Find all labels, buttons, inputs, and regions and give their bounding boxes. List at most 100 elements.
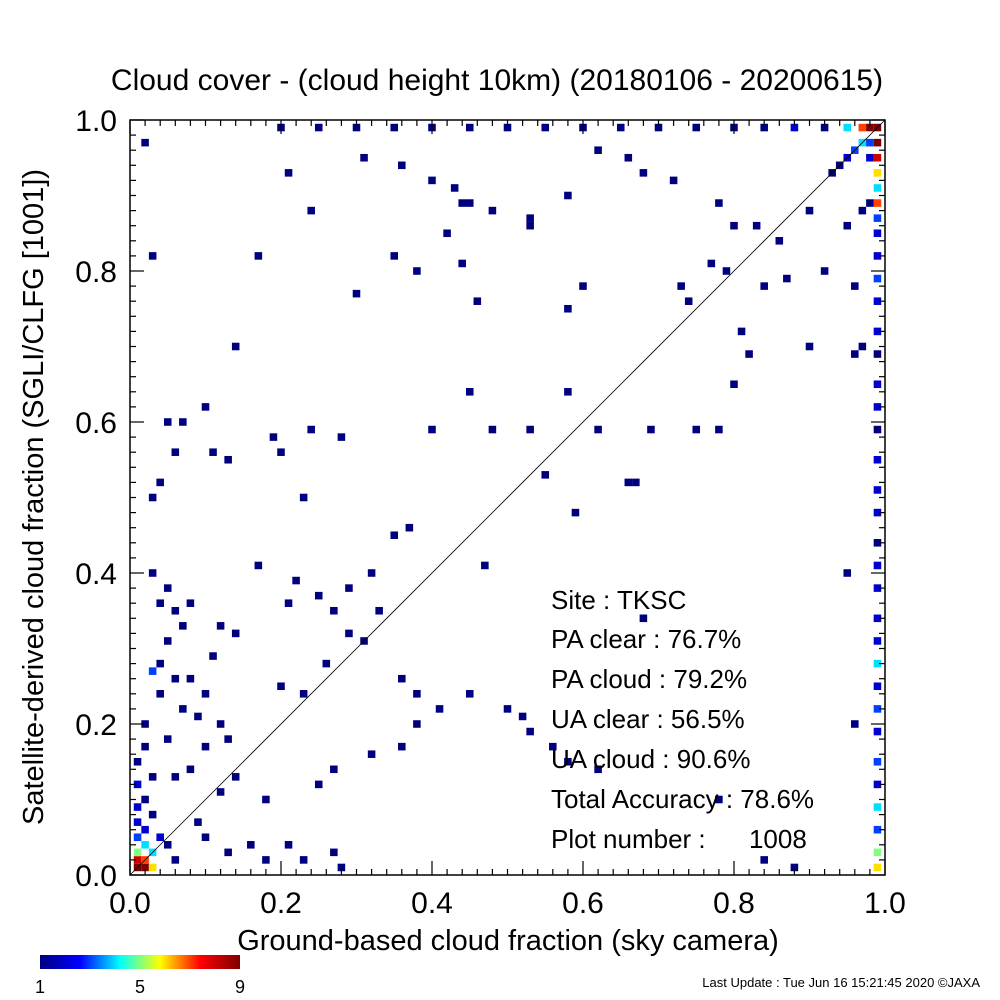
heatmap-cell-222: [715, 795, 723, 804]
x-axis-label: Ground-based cloud fraction (sky camera): [237, 925, 779, 957]
heatmap-cell-79: [163, 841, 172, 849]
heatmap-cell-147: [390, 252, 399, 260]
heatmap-cell-167: [171, 606, 180, 615]
heatmap-cell-182: [216, 720, 225, 728]
y-tick-labels: 0.0 0.2 0.4 0.6 0.8 1.0: [75, 105, 117, 893]
heatmap-cell-29: [873, 297, 882, 305]
stat-site: Site : TKSC: [551, 585, 686, 615]
heatmap-cell-186: [141, 720, 149, 728]
colorbar: [40, 955, 240, 969]
heatmap-cell-180: [179, 705, 187, 713]
heatmap-cell-70: [133, 818, 142, 826]
heatmap-cell-223: [760, 856, 768, 864]
heatmap-cell-211: [413, 690, 421, 698]
heatmap-cell-35: [873, 455, 882, 464]
stat-total-accuracy: Total Accuracy : 78.6%: [551, 784, 814, 814]
heatmap-cell-72: [133, 803, 142, 811]
heatmap-cell-16: [843, 123, 852, 132]
heatmap-cell-149: [443, 229, 451, 238]
y-tick-label-2: 0.4: [75, 558, 117, 591]
heatmap-cell-81: [231, 342, 240, 351]
heatmap-cell-15: [820, 123, 829, 132]
plot-frame: [129, 119, 886, 876]
heatmap-cell-116: [730, 380, 738, 389]
x-tick-label-4: 0.8: [713, 887, 755, 920]
heatmap-cell-88: [148, 493, 157, 502]
heatmap-cell-125: [360, 153, 368, 162]
heatmap-cell-32: [873, 380, 882, 389]
heatmap-cell-43: [873, 659, 882, 668]
heatmap-cell-123: [307, 206, 315, 215]
heatmap-cell-101: [390, 531, 399, 540]
heatmap-cell-20: [873, 138, 882, 147]
heatmap-cell-145: [866, 199, 874, 207]
heatmap-cell-194: [224, 848, 232, 857]
heatmap-cell-106: [465, 388, 474, 396]
heatmap-cell-120: [858, 342, 867, 351]
heatmap-cell-3: [390, 123, 399, 132]
heatmap-cell-140: [752, 221, 761, 230]
heatmap-cell-112: [632, 478, 640, 487]
heatmap-cell-5: [465, 123, 474, 132]
heatmap-cell-108: [564, 388, 572, 396]
heatmap-cell-197: [284, 841, 293, 849]
heatmap-cell-206: [345, 629, 353, 638]
x-tick-label-1: 0.2: [260, 887, 302, 920]
heatmap-cell-179: [148, 667, 157, 675]
axis-ticks: [129, 119, 886, 876]
heatmap-cell-30: [873, 327, 882, 336]
heatmap-cell-192: [194, 818, 202, 826]
heatmap-cell-178: [156, 690, 164, 698]
heatmap-cell-128: [450, 184, 459, 192]
stat-pa-clear: PA clear : 76.7%: [551, 624, 741, 654]
x-tick-label-5: 1.0: [864, 887, 906, 920]
heatmap-cell-75: [148, 773, 157, 781]
heatmap-cell-204: [322, 659, 331, 668]
heatmap-cell-190: [262, 795, 270, 804]
heatmap-cell-18: [866, 123, 874, 132]
x-tick-label-2: 0.4: [411, 887, 453, 920]
heatmap-cell-135: [624, 153, 633, 162]
heatmap-cell-49: [873, 803, 882, 811]
heatmap-cell-21: [873, 153, 882, 162]
heatmap-cell-87: [209, 448, 217, 456]
heatmap-cell-158: [722, 267, 731, 275]
heatmap-cell-185: [163, 735, 172, 743]
heatmap-cell-41: [873, 614, 882, 623]
heatmap-cell-138: [715, 199, 723, 207]
heatmap-cell-71: [148, 810, 157, 819]
heatmap-cell-40: [873, 584, 882, 592]
heatmap-cell-174: [201, 690, 210, 698]
heatmap-cell-141: [775, 237, 784, 245]
heatmap-cell-160: [760, 282, 768, 290]
heatmap-cells: [133, 123, 882, 872]
heatmap-cell-154: [579, 282, 587, 290]
heatmap-cell-119: [851, 350, 859, 358]
heatmap-cell-183: [224, 735, 232, 743]
heatmap-cell-156: [684, 297, 693, 305]
last-update-footer: Last Update : Tue Jun 16 15:21:45 2020 ©…: [702, 975, 980, 990]
heatmap-cell-94: [299, 493, 308, 502]
heatmap-cell-210: [413, 720, 421, 728]
heatmap-cell-169: [179, 622, 187, 630]
heatmap-cell-13: [760, 123, 768, 132]
heatmap-cell-39: [873, 561, 882, 570]
heatmap-cell-195: [247, 841, 255, 849]
heatmap-cell-121: [148, 252, 157, 260]
heatmap-cell-159: [737, 327, 746, 336]
heatmap-cell-115: [715, 425, 723, 434]
heatmap-cell-153: [564, 304, 572, 313]
heatmap-cell-96: [254, 561, 263, 570]
heatmap-cell-132: [526, 214, 534, 222]
heatmap-cell-50: [873, 825, 882, 834]
heatmap-cell-17: [858, 123, 867, 132]
heatmap-cell-11: [692, 123, 701, 132]
heatmap-cell-23: [873, 184, 882, 192]
heatmap-cell-203: [299, 690, 308, 698]
heatmap-cell-225: [843, 569, 852, 577]
y-tick-label-3: 0.6: [75, 407, 117, 440]
heatmap-cell-137: [669, 176, 678, 185]
heatmap-cell-199: [330, 848, 338, 857]
heatmap-cell-90: [224, 455, 232, 464]
heatmap-cell-46: [873, 727, 882, 736]
